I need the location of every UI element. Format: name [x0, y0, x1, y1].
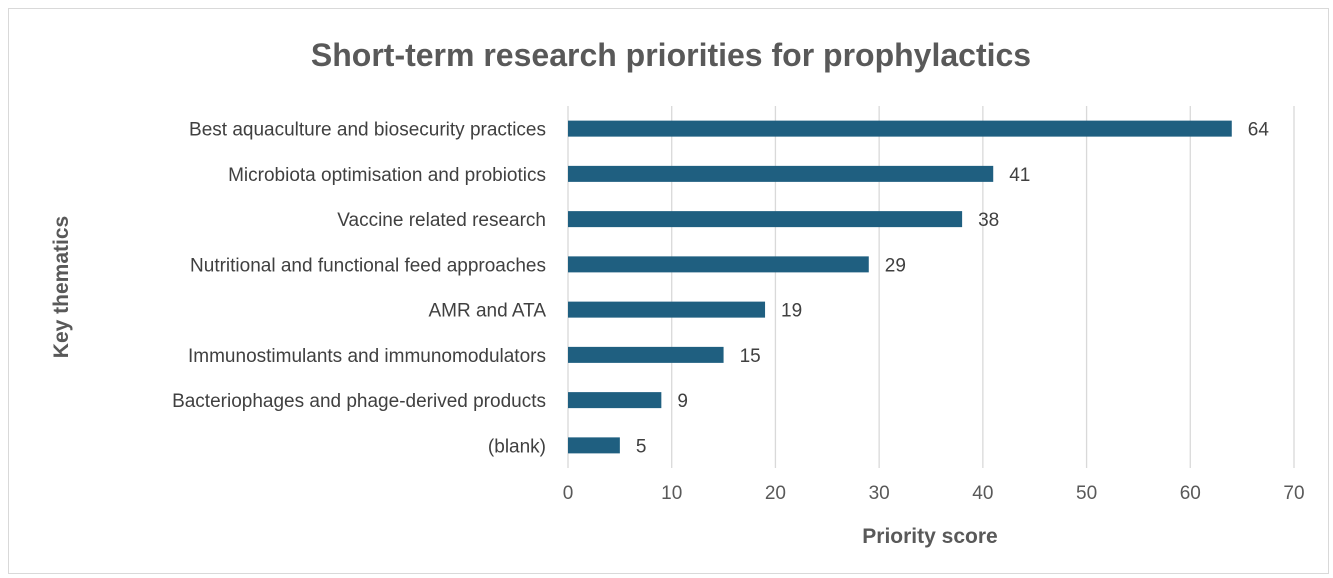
data-label: 5	[636, 436, 647, 457]
chart-title: Short-term research priorities for proph…	[311, 37, 1031, 73]
x-tick-label: 50	[1076, 483, 1097, 504]
bar	[568, 301, 766, 318]
category-label: Bacteriophages and phage-derived product…	[172, 391, 546, 412]
y-axis-title: Key thematics	[50, 216, 73, 358]
bar	[568, 392, 662, 409]
category-label: Microbiota optimisation and probiotics	[228, 165, 546, 186]
data-label: 19	[781, 301, 802, 322]
x-tick-label: 0	[563, 483, 574, 504]
category-label: Best aquaculture and biosecurity practic…	[189, 120, 546, 141]
data-labels: 64 41 38 29 19 15 9 5	[636, 120, 1269, 458]
category-label: Immunostimulants and immunomodulators	[188, 346, 546, 367]
data-label: 29	[885, 255, 906, 276]
category-label: Vaccine related research	[337, 210, 546, 231]
bars	[568, 120, 1232, 454]
category-label: Nutritional and functional feed approach…	[190, 255, 546, 276]
x-tick-label: 10	[661, 483, 682, 504]
data-label: 15	[740, 346, 761, 367]
data-label: 9	[677, 391, 688, 412]
bar	[568, 211, 963, 228]
category-label: AMR and ATA	[428, 301, 546, 322]
bar	[568, 120, 1232, 137]
x-tick-label: 30	[869, 483, 890, 504]
x-tick-labels: 0 10 20 30 40 50 60 70	[563, 483, 1305, 504]
category-labels: Best aquaculture and biosecurity practic…	[172, 120, 546, 458]
x-axis-title: Priority score	[862, 525, 997, 548]
bar	[568, 346, 724, 363]
gridlines	[567, 106, 1295, 468]
category-label: (blank)	[488, 436, 546, 457]
chart-frame	[8, 8, 1329, 574]
x-tick-label: 20	[765, 483, 786, 504]
data-label: 38	[978, 210, 999, 231]
bar	[568, 437, 620, 454]
data-label: 41	[1009, 165, 1030, 186]
data-label: 64	[1248, 120, 1270, 141]
bar	[568, 165, 994, 182]
x-tick-label: 40	[972, 483, 993, 504]
x-tick-label: 70	[1283, 483, 1304, 504]
bar	[568, 256, 869, 273]
x-tick-label: 60	[1180, 483, 1201, 504]
